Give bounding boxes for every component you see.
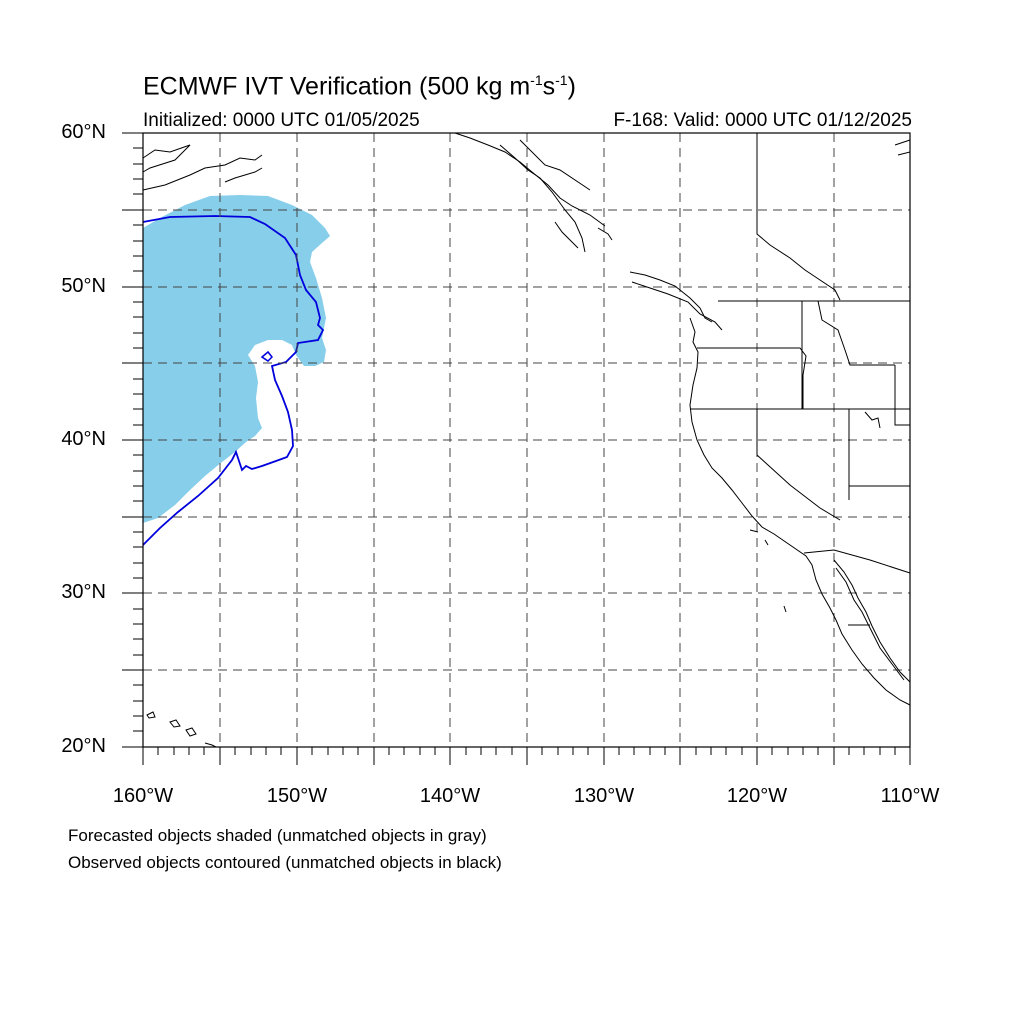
lat-label-30: 30°N [61,581,106,603]
lon-label-140w: 140°W [419,785,481,807]
lat-label-20: 20°N [61,735,106,757]
lon-label-150w: 150°W [266,785,328,807]
initialized-label: Initialized: 0000 UTC 01/05/2025 [143,110,420,131]
lon-label-110w: 110°W [880,785,940,807]
forecast-object [143,195,330,523]
lat-label-40: 40°N [61,428,106,450]
observed-contour [142,215,325,546]
legend-forecast-note: Forecasted objects shaded (unmatched obj… [68,826,487,845]
map-title: ECMWF IVT Verification (500 kg m-1s-1) [143,72,576,101]
lon-label-120w: 120°W [726,785,788,807]
lon-label-160w: 160°W [112,785,174,807]
lat-label-50: 50°N [61,275,106,297]
coastline [142,132,911,748]
plot-frame [142,132,911,748]
legend-observed-note: Observed objects contoured (unmatched ob… [68,853,502,872]
observed-contour-small [260,350,274,362]
lat-label-60: 60°N [61,121,106,143]
lon-label-130w: 130°W [573,785,635,807]
tick-marks [122,132,911,765]
valid-time-label: F-168: Valid: 0000 UTC 01/12/2025 [613,110,912,131]
